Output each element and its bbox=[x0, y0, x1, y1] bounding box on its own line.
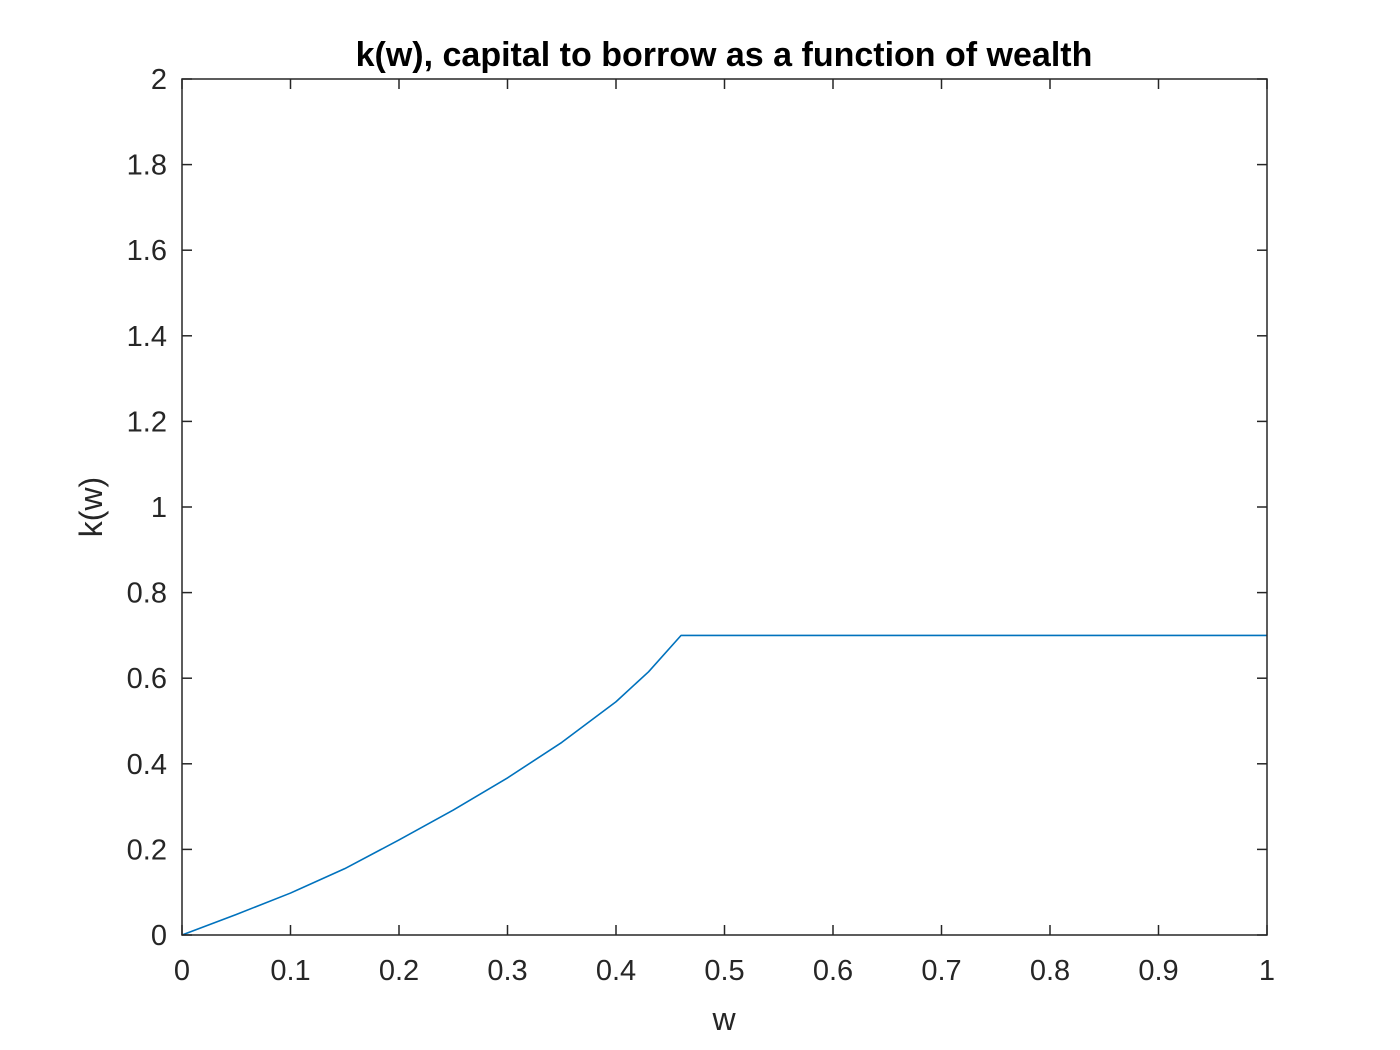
y-tick-label: 0.6 bbox=[127, 663, 167, 695]
y-tick-label: 1 bbox=[151, 492, 167, 524]
x-tick-label: 0.3 bbox=[487, 955, 527, 987]
y-axis-label: k(w) bbox=[73, 477, 109, 537]
y-tick-label: 2 bbox=[151, 64, 167, 96]
x-tick-label: 0.5 bbox=[704, 955, 744, 987]
axes-box bbox=[181, 78, 1268, 936]
x-tick-label: 0.1 bbox=[270, 955, 310, 987]
series-line-k-of-w bbox=[181, 634, 1267, 936]
x-tick-label: 0.2 bbox=[379, 955, 419, 987]
y-tick-label: 0 bbox=[151, 920, 167, 952]
y-tick-label: 1.8 bbox=[127, 150, 167, 182]
x-tick-label: 0.7 bbox=[921, 955, 961, 987]
y-tick-labels: 0 0.2 0.4 0.6 0.8 1 1.2 1.4 1.6 1.8 2 bbox=[127, 64, 167, 952]
y-tick-label: 0.8 bbox=[127, 578, 167, 610]
y-tick-label: 0.2 bbox=[127, 834, 167, 866]
axes-background bbox=[182, 79, 1267, 935]
x-tick-labels: 0 0.1 0.2 0.3 0.4 0.5 0.6 0.7 0.8 0.9 1 bbox=[174, 955, 1275, 987]
y-tick-label: 1.2 bbox=[127, 406, 167, 438]
y-tick-label: 1.4 bbox=[127, 321, 167, 353]
x-tick-label: 0.9 bbox=[1138, 955, 1178, 987]
x-tick-label: 1 bbox=[1259, 955, 1275, 987]
x-axis-label: w bbox=[711, 1001, 736, 1037]
x-tick-label: 0.4 bbox=[596, 955, 636, 987]
x-tick-label: 0.6 bbox=[813, 955, 853, 987]
chart-title: k(w), capital to borrow as a function of… bbox=[356, 36, 1093, 74]
series-layer bbox=[181, 634, 1267, 936]
x-tick-label: 0 bbox=[174, 955, 190, 987]
plot-area bbox=[181, 78, 1268, 936]
y-tick-label: 1.6 bbox=[127, 235, 167, 267]
x-tick-label: 0.8 bbox=[1030, 955, 1070, 987]
y-tick-label: 0.4 bbox=[127, 749, 167, 781]
